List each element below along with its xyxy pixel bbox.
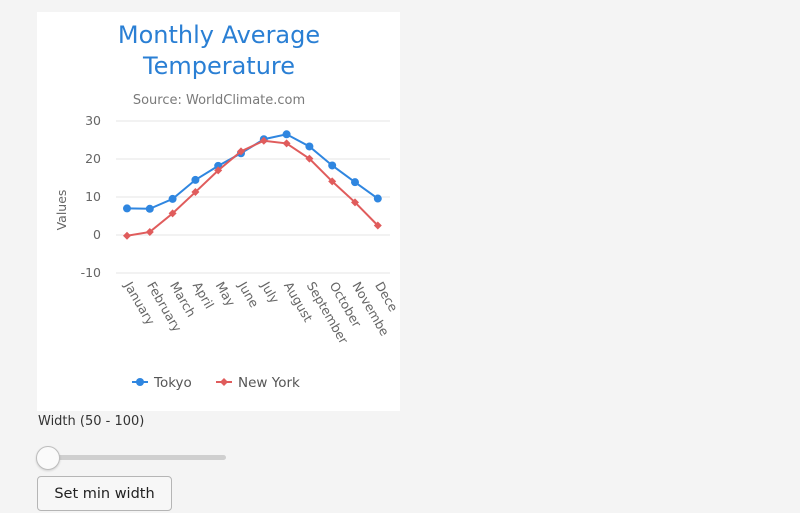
width-slider-thumb[interactable]	[36, 446, 60, 470]
y-axis-ticks: 30 20 10 0 -10	[81, 113, 101, 280]
data-point[interactable]	[168, 194, 177, 203]
y-tick-label: 20	[85, 151, 101, 166]
chart-container: Monthly Average Temperature Source: World…	[37, 12, 400, 411]
data-point[interactable]	[351, 198, 359, 207]
data-point[interactable]	[123, 204, 131, 213]
data-point[interactable]	[282, 139, 291, 148]
legend-item-new-york[interactable]: New York	[216, 375, 300, 391]
y-tick-label: 10	[85, 189, 101, 204]
y-tick-label: 0	[93, 227, 101, 242]
chart-title-line-1: Monthly Average	[118, 21, 320, 49]
chart-title: Monthly Average Temperature	[118, 21, 320, 80]
data-point[interactable]	[237, 147, 245, 156]
x-tick-label: May	[213, 279, 239, 309]
data-point[interactable]	[145, 204, 154, 213]
data-point[interactable]	[145, 227, 154, 236]
legend-label: New York	[238, 375, 300, 391]
line-chart: Monthly Average Temperature Source: World…	[54, 21, 400, 391]
series-line-new-york	[126, 139, 379, 237]
set-min-width-button[interactable]: Set min width	[37, 476, 172, 511]
legend: Tokyo New York	[132, 375, 300, 391]
data-point[interactable]	[305, 154, 314, 163]
series-group	[123, 130, 382, 240]
legend-marker	[220, 378, 228, 386]
legend-label: Tokyo	[153, 375, 192, 391]
chart-subtitle: Source: WorldClimate.com	[133, 93, 305, 108]
data-point[interactable]	[373, 194, 382, 203]
data-point[interactable]	[259, 136, 268, 145]
width-range-label: Width (50 - 100)	[38, 414, 145, 429]
y-tick-label: -10	[81, 265, 101, 280]
legend-item-tokyo[interactable]: Tokyo	[132, 375, 192, 391]
data-point[interactable]	[351, 178, 359, 187]
y-axis-title: Values	[54, 190, 69, 231]
data-point[interactable]	[191, 175, 200, 184]
x-tick-label: June	[235, 278, 262, 310]
y-tick-label: 30	[85, 113, 101, 128]
data-point[interactable]	[282, 130, 291, 139]
chart-title-line-2: Temperature	[142, 52, 295, 80]
x-axis-ticks: JanuaryFebruaryMarchAprilMayJuneJulyAugu…	[121, 278, 400, 347]
data-point[interactable]	[191, 188, 200, 197]
data-point[interactable]	[305, 142, 314, 151]
data-point[interactable]	[328, 177, 337, 186]
data-point[interactable]	[123, 231, 131, 240]
data-point[interactable]	[214, 166, 223, 175]
legend-marker	[136, 378, 144, 386]
grid-lines	[116, 120, 390, 274]
data-point[interactable]	[168, 209, 177, 218]
width-slider-track[interactable]	[40, 455, 226, 460]
data-point[interactable]	[328, 161, 337, 170]
data-point[interactable]	[373, 221, 382, 230]
